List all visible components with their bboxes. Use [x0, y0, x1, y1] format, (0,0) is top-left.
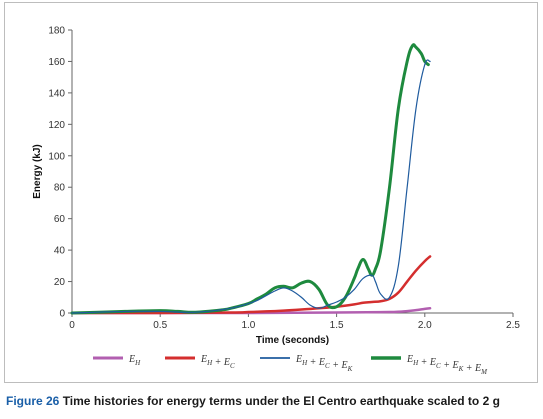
series-lines [70, 43, 432, 315]
legend-label-3: EH + EC + EK [295, 354, 353, 373]
y-tick-label: 180 [48, 26, 65, 37]
legend-subscript: K [458, 365, 464, 373]
legend-text-part: + E [330, 360, 348, 371]
y-tick-label: 20 [54, 277, 66, 288]
legend-label-2: EH + EC [200, 354, 235, 370]
legend-text-part: + E [307, 357, 325, 368]
legend-text-part: + E [463, 363, 481, 374]
energy-time-history-chart: 0 20 40 60 80 100 120 140 160 180 0 0.5 1.0 1.5 2.0 2.5… [32, 26, 520, 377]
legend-subscript: C [325, 362, 330, 370]
x-tick-label: 2.0 [418, 320, 432, 331]
figure-caption: Figure 26 Time histories for energy term… [6, 394, 500, 408]
x-tick-label: 2.5 [506, 320, 520, 331]
legend-label-4: EH + EC + EK + EM [406, 354, 488, 376]
x-axis-title: Time (seconds) [256, 335, 329, 346]
legend-text-part: E [295, 354, 302, 365]
legend-text-part: + E [441, 360, 459, 371]
y-tick-label: 120 [48, 120, 65, 131]
y-tick-label: 80 [54, 183, 66, 194]
y-tick-label: 40 [54, 246, 66, 257]
y-tick-label: 140 [48, 88, 65, 99]
legend-subscript: H [412, 359, 419, 367]
series-line-2 [70, 255, 432, 315]
y-tick-label: 160 [48, 57, 65, 68]
y-tick-label: 60 [54, 214, 66, 225]
x-tick-label: 1.0 [241, 320, 255, 331]
legend-text-part: + E [418, 357, 436, 368]
legend-text-part: E [406, 354, 413, 365]
legend-subscript: H [134, 359, 141, 367]
legend-text-part: + E [212, 357, 230, 368]
series-line-4 [70, 43, 430, 315]
legend-label-1: EH [128, 354, 141, 367]
legend-subscript: C [436, 362, 441, 370]
figure-frame: 0 20 40 60 80 100 120 140 160 180 0 0.5 1.0 1.5 2.0 2.5… [4, 2, 538, 383]
axes: 0 20 40 60 80 100 120 140 160 180 0 0.5 1.0 1.5 2.0 2.5… [32, 26, 520, 347]
caption-text: Time histories for energy terms under th… [59, 394, 500, 408]
legend-subscript: K [347, 365, 353, 373]
legend-text-part: E [128, 354, 135, 365]
legend-subscript: C [230, 362, 235, 370]
legend-subscript: H [301, 359, 308, 367]
legend-subscript: M [480, 368, 488, 376]
x-tick-label: 0.5 [153, 320, 167, 331]
y-axis-title: Energy (kJ) [32, 144, 43, 198]
y-tick-label: 100 [48, 151, 65, 162]
x-tick-label: 1.5 [330, 320, 344, 331]
caption-label: Figure 26 [6, 394, 60, 408]
legend-text-part: E [200, 354, 207, 365]
series-line-3 [71, 59, 431, 314]
y-tick-label: 0 [59, 309, 65, 320]
legend-subscript: H [206, 359, 213, 367]
x-tick-label: 0 [69, 320, 75, 331]
